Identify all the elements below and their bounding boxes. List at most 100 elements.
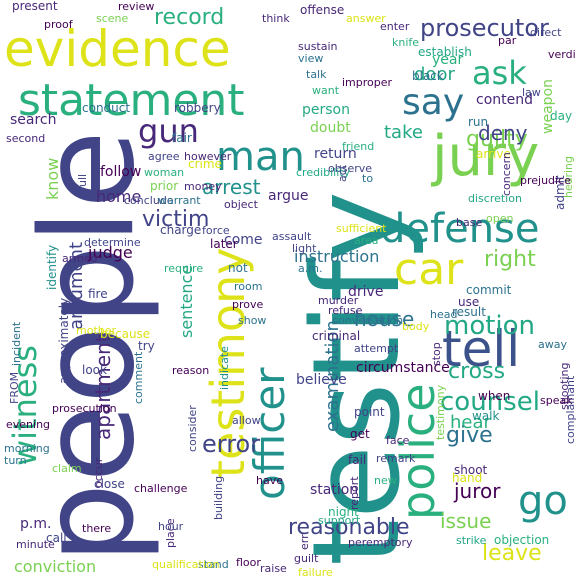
word: attempt — [354, 342, 399, 355]
word: prosecutor — [420, 14, 549, 42]
word: give — [446, 423, 493, 448]
word: direct — [530, 26, 562, 39]
word: sufficient — [336, 222, 387, 235]
word: body — [402, 320, 430, 333]
word: run — [468, 115, 488, 129]
word: sentence — [177, 265, 196, 338]
word: night — [328, 505, 359, 519]
word: law — [522, 86, 541, 99]
word: call — [46, 531, 67, 545]
word: man — [216, 134, 305, 180]
word: look — [82, 363, 107, 377]
word: because — [100, 327, 150, 341]
word: assault — [272, 230, 312, 243]
word: woman — [144, 166, 184, 179]
word: police — [391, 384, 445, 521]
word: answer — [346, 12, 386, 25]
word: offense — [300, 3, 344, 17]
word: motion — [444, 311, 535, 341]
word: show — [238, 314, 266, 327]
word: area — [354, 234, 379, 247]
word: identify — [45, 245, 59, 290]
word: establish — [418, 45, 472, 59]
word: base — [456, 216, 482, 229]
word: building — [212, 476, 225, 520]
word: objection — [494, 533, 549, 547]
word: have — [256, 474, 283, 487]
word: cross — [448, 359, 505, 384]
word: crime — [188, 157, 222, 171]
word: try — [138, 339, 155, 353]
word: guilt — [294, 552, 319, 565]
word: however — [184, 150, 232, 163]
word: hand — [452, 471, 482, 485]
word: challenge — [134, 482, 188, 495]
word: error — [202, 430, 260, 458]
word: person — [302, 102, 350, 118]
word: commit — [466, 283, 512, 297]
word: walk — [472, 409, 500, 423]
word: get — [350, 427, 370, 441]
word: contend — [476, 92, 533, 108]
word: home — [96, 187, 141, 206]
word: argue — [268, 188, 308, 204]
word: report — [348, 476, 361, 510]
word: knife — [392, 36, 419, 49]
word: incident — [10, 321, 23, 366]
word: conversation — [332, 314, 403, 327]
word: armed — [62, 252, 98, 265]
word: testify — [288, 191, 427, 566]
word: search — [10, 112, 57, 128]
word: right — [484, 247, 536, 272]
word: admit — [553, 175, 567, 210]
word: support — [318, 514, 361, 527]
word: house — [354, 307, 414, 331]
word: testimony — [201, 248, 255, 478]
word: failure — [298, 566, 333, 576]
word: leave — [482, 541, 542, 566]
word: record — [154, 5, 224, 30]
word: face — [386, 434, 410, 447]
word: examination — [322, 320, 343, 432]
word: fail — [348, 453, 366, 467]
word: result — [452, 305, 486, 319]
word: floor — [236, 556, 261, 569]
word: err — [298, 534, 311, 550]
word: circumstance — [356, 360, 450, 376]
word: stop — [430, 342, 443, 366]
word: shoot — [454, 463, 488, 477]
word: comment — [132, 351, 145, 404]
word: second — [6, 132, 45, 145]
word: prosecution — [52, 402, 117, 415]
word: weapon — [540, 79, 556, 134]
word: prove — [232, 298, 264, 311]
word: day — [550, 109, 572, 123]
word: new — [374, 474, 397, 487]
word: speak — [540, 394, 573, 407]
word: hour — [158, 520, 184, 533]
word: peremptory — [348, 536, 413, 549]
word: know — [43, 158, 62, 200]
word: money — [184, 180, 222, 193]
word: review — [118, 0, 154, 13]
word: pull — [76, 174, 89, 194]
word: tell — [442, 320, 520, 378]
word: remark — [376, 452, 416, 465]
word: instruction — [294, 247, 379, 266]
word: qualification — [152, 558, 220, 571]
word: enter — [380, 20, 410, 33]
word: determine — [84, 236, 141, 249]
word: jury — [430, 124, 539, 189]
word: officer — [245, 367, 294, 500]
word: verdict — [548, 48, 576, 61]
word: discretion — [468, 192, 522, 205]
word: car — [394, 244, 464, 295]
word: a.m. — [298, 262, 322, 275]
word: prejudice — [520, 174, 571, 187]
word: criminal — [312, 329, 360, 343]
word: friend — [342, 140, 374, 153]
word: robbery — [174, 101, 221, 115]
word: use — [458, 295, 479, 309]
